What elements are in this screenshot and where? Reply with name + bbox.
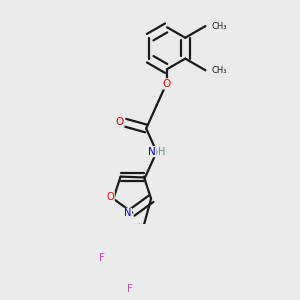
Text: H: H: [158, 147, 165, 157]
Text: F: F: [99, 253, 105, 263]
Text: N: N: [148, 147, 156, 157]
Text: O: O: [106, 192, 114, 202]
Text: F: F: [128, 284, 133, 294]
Text: O: O: [163, 79, 171, 89]
Text: CH₃: CH₃: [212, 22, 227, 31]
Text: CH₃: CH₃: [212, 66, 227, 75]
Text: O: O: [116, 117, 124, 127]
Text: N: N: [124, 208, 131, 218]
